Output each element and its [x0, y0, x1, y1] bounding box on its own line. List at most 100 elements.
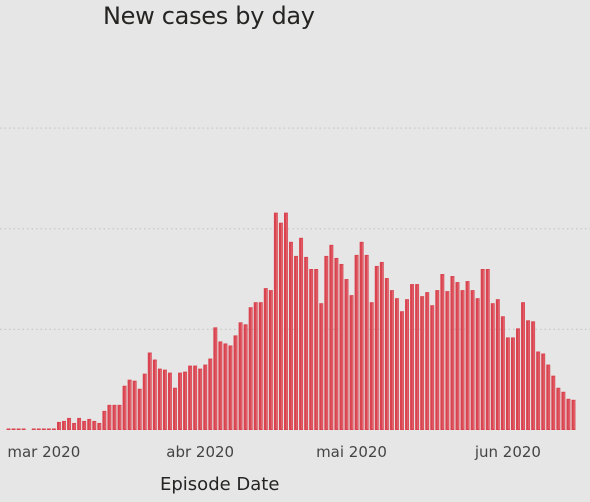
bar[interactable]: [198, 369, 202, 430]
bar[interactable]: [234, 335, 238, 430]
bar[interactable]: [67, 418, 71, 430]
bar[interactable]: [521, 302, 525, 430]
bar[interactable]: [506, 337, 510, 430]
bar[interactable]: [405, 299, 409, 430]
bar[interactable]: [345, 279, 349, 430]
bar[interactable]: [168, 373, 172, 430]
bar[interactable]: [102, 411, 106, 430]
bar[interactable]: [32, 429, 36, 431]
bar[interactable]: [334, 258, 338, 430]
bar[interactable]: [274, 213, 278, 430]
bar[interactable]: [52, 429, 56, 431]
bar[interactable]: [435, 290, 439, 430]
bar[interactable]: [461, 290, 465, 430]
bar-highlight: [574, 401, 575, 429]
bar-highlight: [221, 342, 222, 429]
bar[interactable]: [319, 303, 323, 430]
bar[interactable]: [153, 360, 157, 430]
bar[interactable]: [370, 302, 374, 430]
bar-highlight: [533, 322, 534, 429]
bar-highlight: [195, 367, 196, 429]
bar[interactable]: [173, 388, 177, 430]
bar[interactable]: [365, 255, 369, 430]
bar[interactable]: [531, 321, 535, 430]
bar-highlight: [508, 338, 509, 429]
bar[interactable]: [249, 307, 253, 430]
bar[interactable]: [304, 257, 308, 430]
bar[interactable]: [47, 429, 51, 431]
bar[interactable]: [178, 373, 182, 430]
bar-highlight: [468, 282, 469, 429]
bar[interactable]: [541, 354, 545, 430]
bar[interactable]: [223, 343, 227, 430]
bar[interactable]: [163, 370, 167, 430]
bar-highlight: [407, 300, 408, 429]
bar[interactable]: [284, 213, 288, 430]
bar[interactable]: [128, 380, 132, 430]
bar[interactable]: [309, 269, 313, 430]
bar-highlight: [251, 308, 252, 429]
bar[interactable]: [546, 365, 550, 430]
bar-highlight: [463, 291, 464, 429]
bar[interactable]: [239, 322, 243, 430]
bar[interactable]: [203, 365, 207, 430]
bar[interactable]: [17, 429, 21, 431]
bar[interactable]: [7, 429, 11, 431]
bar[interactable]: [511, 337, 515, 430]
bar[interactable]: [400, 311, 404, 430]
bar[interactable]: [72, 423, 76, 430]
bar[interactable]: [476, 298, 480, 430]
bar-highlight: [301, 239, 302, 429]
bar[interactable]: [556, 388, 560, 430]
bar[interactable]: [339, 264, 343, 430]
bar-highlight: [130, 381, 131, 429]
bar-highlight: [150, 354, 151, 429]
bar[interactable]: [294, 256, 298, 430]
bar-highlight: [94, 422, 95, 429]
bar[interactable]: [486, 269, 490, 430]
bar[interactable]: [390, 290, 394, 430]
bar[interactable]: [188, 366, 192, 430]
bar[interactable]: [450, 276, 454, 430]
bar[interactable]: [415, 284, 419, 430]
bar[interactable]: [107, 405, 111, 430]
bar[interactable]: [82, 421, 86, 430]
bar-highlight: [377, 267, 378, 429]
x-tick-label: mai 2020: [316, 443, 387, 461]
bar[interactable]: [380, 262, 384, 430]
bar[interactable]: [536, 352, 540, 430]
bar-highlight: [372, 303, 373, 429]
bar[interactable]: [471, 290, 475, 430]
bar[interactable]: [496, 299, 500, 430]
bar[interactable]: [355, 255, 359, 430]
bar[interactable]: [572, 400, 576, 430]
bar[interactable]: [92, 421, 96, 430]
bar[interactable]: [37, 429, 41, 431]
bar[interactable]: [22, 429, 26, 431]
bar-highlight: [493, 304, 494, 429]
bar-highlight: [246, 325, 247, 429]
bar[interactable]: [213, 327, 217, 430]
bar[interactable]: [566, 399, 570, 430]
bar[interactable]: [12, 429, 16, 431]
bar-highlight: [564, 393, 565, 429]
bar-highlight: [347, 280, 348, 429]
bar[interactable]: [329, 245, 333, 430]
bar[interactable]: [440, 274, 444, 430]
bar-highlight: [543, 355, 544, 429]
bar-highlight: [316, 270, 317, 429]
bar[interactable]: [143, 374, 147, 430]
bar-highlight: [100, 424, 101, 429]
bar[interactable]: [118, 405, 122, 430]
bar-highlight: [417, 285, 418, 429]
bar[interactable]: [269, 290, 273, 430]
bar-highlight: [74, 424, 75, 429]
bar[interactable]: [42, 429, 46, 431]
bar[interactable]: [259, 302, 263, 430]
bar[interactable]: [57, 422, 61, 430]
bar-highlight: [311, 270, 312, 429]
bar-highlight: [352, 296, 353, 429]
bar[interactable]: [138, 389, 142, 430]
bar[interactable]: [425, 292, 429, 430]
